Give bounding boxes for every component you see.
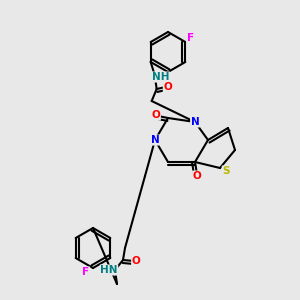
- Text: O: O: [193, 171, 201, 181]
- Text: O: O: [152, 110, 160, 120]
- Text: O: O: [132, 256, 140, 266]
- Text: F: F: [187, 33, 194, 43]
- Text: HN: HN: [100, 265, 118, 275]
- Text: N: N: [190, 117, 200, 127]
- Text: NH: NH: [152, 72, 170, 82]
- Text: S: S: [222, 166, 230, 176]
- Text: F: F: [82, 267, 90, 277]
- Text: N: N: [151, 135, 159, 145]
- Text: O: O: [163, 82, 172, 92]
